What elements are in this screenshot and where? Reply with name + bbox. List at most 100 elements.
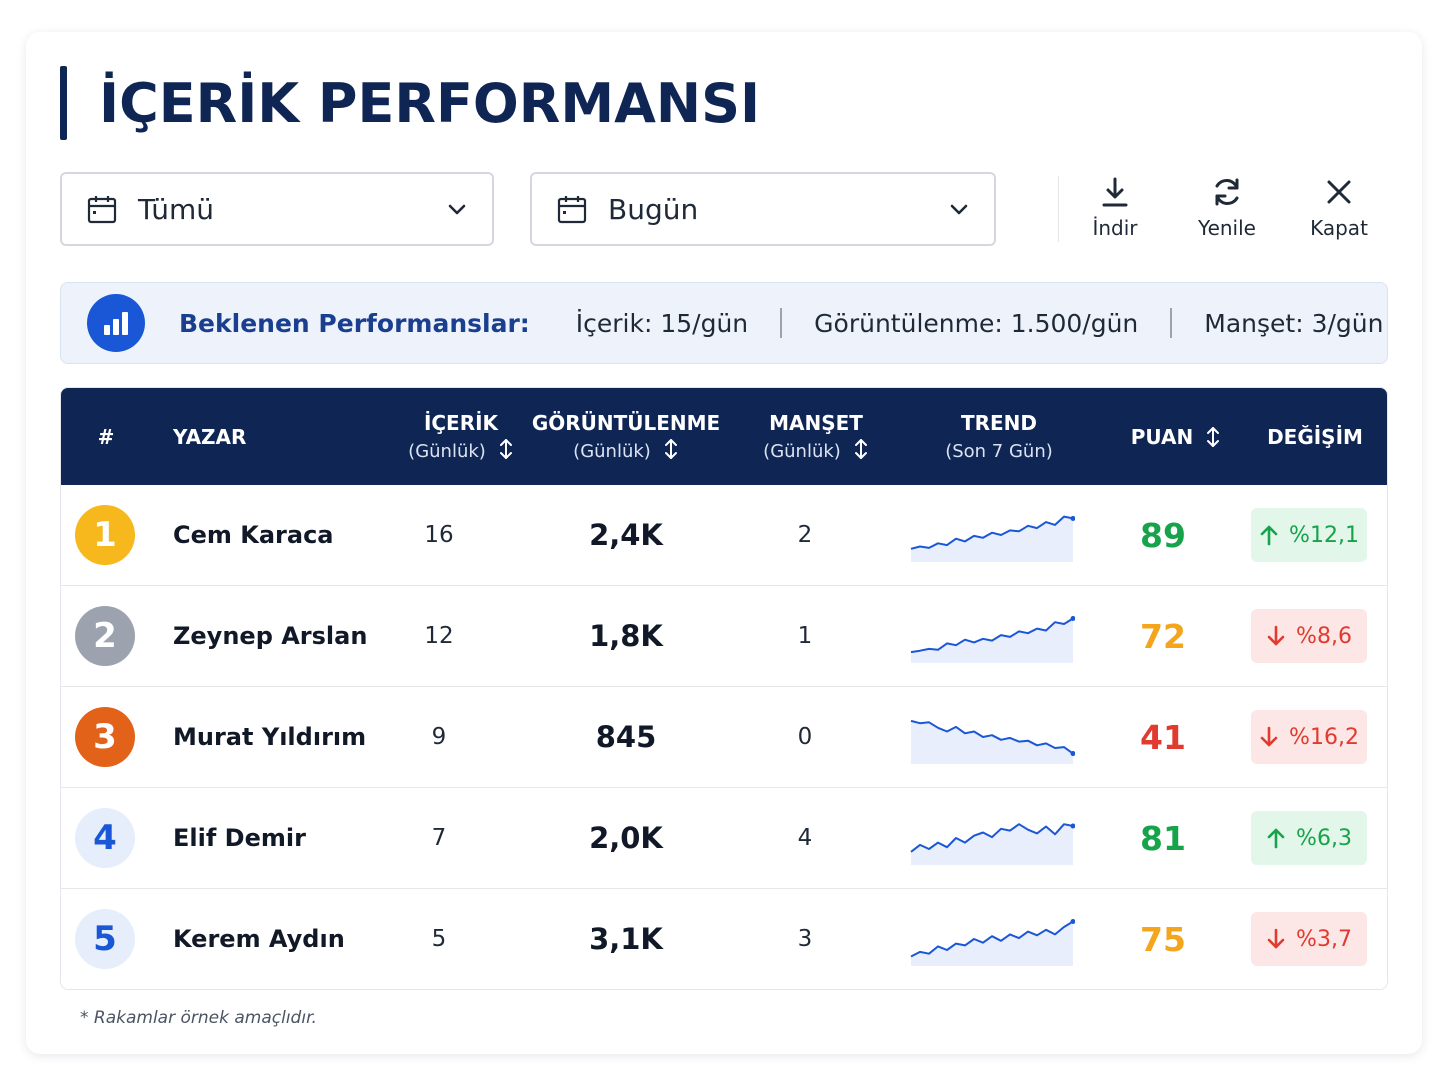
expected-views: Görüntülenme: 1.500/gün (814, 308, 1139, 338)
views-cell: 3,1K (539, 889, 713, 989)
headline-cell: 2 (751, 485, 859, 585)
trend-cell (909, 788, 1075, 888)
change-badge: %8,6 (1251, 609, 1367, 663)
table-row[interactable]: 1 Cem Karaca 16 2,4K 2 89 (61, 485, 1387, 586)
trend-sparkline (910, 823, 1075, 865)
content-cell: 5 (391, 889, 487, 989)
author-name[interactable]: Kerem Aydın (173, 925, 345, 953)
trend-line (910, 515, 1074, 550)
close-button[interactable]: Kapat (1283, 172, 1395, 248)
sort-icon (854, 438, 867, 459)
close-icon (1327, 180, 1351, 204)
author-cell: Elif Demir (173, 788, 306, 888)
change-cell: %3,7 (1251, 889, 1367, 989)
col-views[interactable]: GÖRÜNTÜLENME (Günlük) (531, 411, 721, 462)
trend-cell (909, 586, 1075, 686)
trend-endpoint (1070, 515, 1075, 521)
col-score[interactable]: PUAN (1121, 388, 1231, 485)
rank-badge: 1 (75, 505, 135, 565)
author-name[interactable]: Murat Yıldırım (173, 723, 367, 751)
table-row[interactable]: 4 Elif Demir 7 2,0K 4 81 (61, 788, 1387, 889)
footnote: * Rakamlar örnek amaçlıdır. (80, 1008, 317, 1028)
trend-sparkline (910, 919, 1075, 966)
trend-line (910, 719, 1074, 755)
change-badge: %12,1 (1251, 508, 1367, 562)
content-cell: 7 (391, 788, 487, 888)
trend-endpoint (1070, 616, 1075, 622)
title-accent-bar (60, 66, 67, 140)
change-cell: %12,1 (1251, 485, 1367, 585)
headline-count: 0 (797, 724, 813, 750)
col-change: DEĞİŞİM (1267, 424, 1363, 449)
col-content[interactable]: İÇERİK (Günlük) (391, 388, 531, 485)
col-headline[interactable]: MANŞET (Günlük) (751, 388, 881, 485)
content-count: 5 (431, 926, 447, 952)
table-body: 1 Cem Karaca 16 2,4K 2 89 (61, 485, 1387, 989)
author-cell: Zeynep Arslan (173, 586, 367, 686)
content-cell: 9 (391, 687, 487, 787)
sort-icon (1207, 426, 1220, 447)
headline-count: 2 (797, 522, 813, 548)
arrow-up-icon (1260, 525, 1278, 546)
change-value: %8,6 (1296, 623, 1352, 649)
table-header: # YAZAR İÇERİK (Günlük) GÖRÜNTÜLENME (Gü… (61, 388, 1387, 485)
category-select[interactable]: Tümü (60, 172, 494, 246)
author-cell: Cem Karaca (173, 485, 334, 585)
change-badge: %16,2 (1251, 710, 1367, 764)
rank-badge: 3 (75, 707, 135, 767)
separator (1170, 308, 1173, 338)
page-title: İÇERİK PERFORMANSI (99, 71, 761, 135)
trend-cell (909, 889, 1075, 989)
score-value: 89 (1140, 515, 1186, 555)
download-button[interactable]: İndir (1059, 172, 1171, 248)
sort-icon (664, 438, 677, 459)
refresh-button[interactable]: Yenile (1171, 172, 1283, 248)
views-cell: 1,8K (539, 586, 713, 686)
calendar-icon (87, 196, 117, 224)
views-count: 1,8K (589, 619, 663, 653)
col-rank: # (97, 424, 115, 449)
download-icon (1102, 177, 1128, 207)
content-count: 7 (431, 825, 447, 851)
score-value: 75 (1140, 919, 1186, 959)
trend-cell (909, 485, 1075, 585)
change-cell: %16,2 (1251, 687, 1367, 787)
author-name[interactable]: Elif Demir (173, 824, 306, 852)
trend-area (911, 921, 1073, 966)
arrow-down-icon (1260, 726, 1278, 747)
expected-content: İçerik: 15/gün (575, 308, 749, 338)
headline-count: 4 (797, 825, 813, 851)
content-count: 16 (424, 522, 454, 548)
trend-sparkline (910, 719, 1075, 764)
author-name[interactable]: Cem Karaca (173, 521, 334, 549)
table-row[interactable]: 2 Zeynep Arslan 12 1,8K 1 72 (61, 586, 1387, 687)
separator (780, 308, 783, 338)
arrow-up-icon (1267, 828, 1285, 849)
rank-cell: 5 (75, 889, 135, 989)
score-value: 41 (1140, 717, 1186, 757)
score-cell: 75 (1113, 889, 1213, 989)
period-select[interactable]: Bugün (530, 172, 996, 246)
expected-heading: Beklenen Performanslar: (179, 308, 530, 338)
title-block: İÇERİK PERFORMANSI (60, 66, 760, 140)
rank-cell: 2 (75, 586, 135, 686)
category-select-value: Tümü (138, 192, 215, 226)
score-cell: 89 (1113, 485, 1213, 585)
refresh-label: Yenile (1198, 216, 1256, 240)
change-value: %16,2 (1289, 724, 1359, 750)
headline-cell: 4 (751, 788, 859, 888)
close-label: Kapat (1310, 216, 1368, 240)
headline-cell: 3 (751, 889, 859, 989)
headline-count: 1 (797, 623, 813, 649)
score-cell: 41 (1113, 687, 1213, 787)
table-row[interactable]: 3 Murat Yıldırım 9 845 0 41 (61, 687, 1387, 788)
table-row[interactable]: 5 Kerem Aydın 5 3,1K 3 75 (61, 889, 1387, 989)
content-count: 9 (431, 724, 447, 750)
trend-sparkline (910, 515, 1075, 562)
rank-badge: 5 (75, 909, 135, 969)
author-name[interactable]: Zeynep Arslan (173, 622, 368, 650)
views-cell: 845 (539, 687, 713, 787)
score-cell: 81 (1113, 788, 1213, 888)
arrow-down-icon (1267, 928, 1285, 949)
chevron-down-icon (950, 204, 968, 215)
